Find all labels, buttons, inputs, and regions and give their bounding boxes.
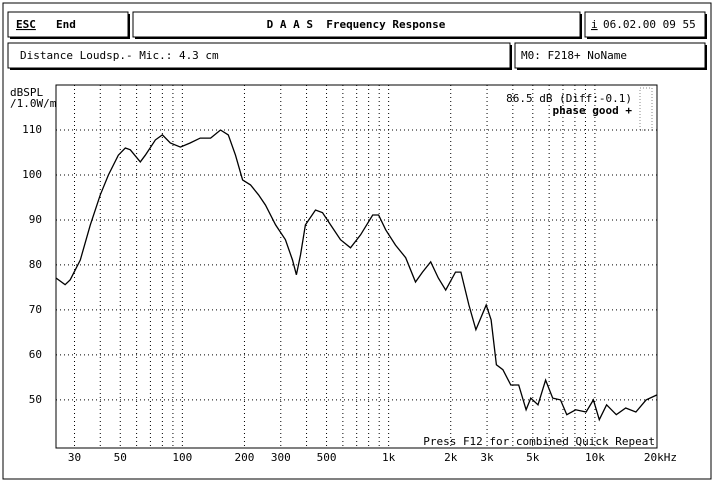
scroll-indicator [639, 87, 653, 131]
y-axis-label: dBSPL [10, 86, 43, 99]
device: M0: F218+ NoName [521, 49, 627, 62]
esc-label: End [56, 18, 76, 31]
x-tick-label: 20kHz [644, 451, 677, 464]
x-tick-label: 50 [114, 451, 127, 464]
datetime: 06.02.00 09 55 [603, 18, 696, 31]
x-tick-label: 2k [444, 451, 458, 464]
x-tick-label: 300 [271, 451, 291, 464]
y-tick-label: 50 [29, 393, 42, 406]
y-tick-label: 80 [29, 258, 42, 271]
annotation: Press F12 for combined Quick Repeat [423, 435, 655, 448]
x-tick-label: 3k [480, 451, 494, 464]
info-key: i [591, 18, 598, 31]
response-line [55, 129, 658, 422]
annotation: 86.5 dB (Diff:-0.1) [506, 92, 632, 105]
distance-box [7, 42, 511, 69]
x-tick-label: 200 [235, 451, 255, 464]
esc-key: ESC [16, 18, 36, 31]
x-tick-label: 500 [317, 451, 337, 464]
title-box [132, 11, 581, 38]
distance: Distance Loudsp.- Mic.: 4.3 cm [20, 49, 219, 62]
y-tick-label: 70 [29, 303, 42, 316]
x-tick-label: 10k [585, 451, 605, 464]
esc-button[interactable] [7, 11, 129, 38]
device-box[interactable] [514, 42, 706, 69]
y-tick-label: 100 [22, 168, 42, 181]
y-tick-label: 90 [29, 213, 42, 226]
y-tick-label: 110 [22, 123, 42, 136]
y-axis-label: /1.0W/m [10, 97, 57, 110]
info-box[interactable] [584, 11, 706, 38]
x-tick-label: 100 [172, 451, 192, 464]
title: D A A S Frequency Response [267, 18, 446, 31]
x-tick-label: 5k [526, 451, 540, 464]
x-tick-label: 1k [382, 451, 396, 464]
y-tick-label: 60 [29, 348, 42, 361]
x-tick-label: 30 [68, 451, 81, 464]
annotation: phase good + [553, 104, 633, 117]
